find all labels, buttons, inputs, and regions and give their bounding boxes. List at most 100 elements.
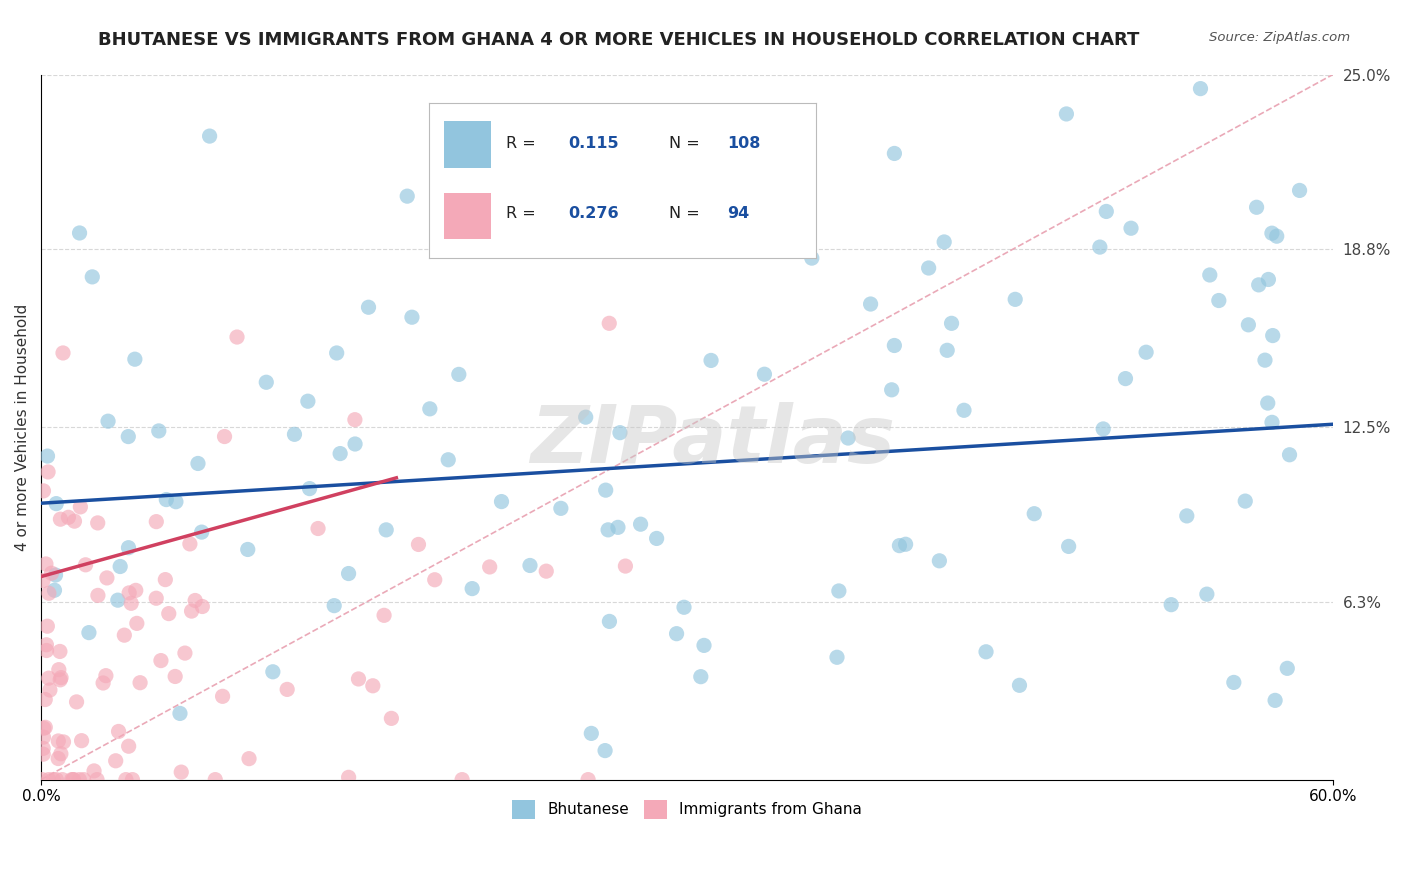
Point — [837, 431, 859, 445]
Point — [609, 425, 631, 440]
Point — [70, 733, 93, 747]
Point — [337, 770, 360, 784]
Point — [423, 573, 446, 587]
Point — [87, 516, 110, 530]
Point — [49, 673, 72, 687]
Point — [447, 368, 470, 382]
Point — [936, 343, 959, 358]
Point — [700, 353, 723, 368]
Point — [536, 564, 558, 578]
Point — [1004, 293, 1026, 307]
Point — [58, 510, 80, 524]
Point — [65, 695, 87, 709]
Point — [262, 665, 284, 679]
Point — [373, 608, 395, 623]
Text: BHUTANESE VS IMMIGRANTS FROM GHANA 4 OR MORE VEHICLES IN HOUSEHOLD CORRELATION C: BHUTANESE VS IMMIGRANTS FROM GHANA 4 OR … — [98, 31, 1140, 49]
Point — [226, 330, 249, 344]
Point — [1008, 678, 1031, 692]
Point — [672, 600, 695, 615]
Point — [44, 568, 66, 582]
Point — [1088, 240, 1111, 254]
Point — [41, 566, 63, 581]
Point — [880, 383, 903, 397]
Point — [63, 514, 86, 528]
Point — [593, 743, 616, 757]
Point — [62, 772, 84, 787]
Point — [157, 607, 180, 621]
Point — [155, 492, 177, 507]
Point — [1095, 204, 1118, 219]
Point — [69, 500, 91, 514]
Point — [1261, 415, 1284, 429]
Point — [550, 501, 572, 516]
Point — [37, 449, 59, 463]
Point — [118, 739, 141, 754]
Legend: Bhutanese, Immigrants from Ghana: Bhutanese, Immigrants from Ghana — [506, 794, 869, 825]
Point — [974, 645, 997, 659]
Point — [94, 668, 117, 682]
Point — [1092, 422, 1115, 436]
Point — [297, 394, 319, 409]
Point — [461, 582, 484, 596]
Point — [34, 720, 56, 734]
Point — [121, 772, 143, 787]
Point — [254, 376, 277, 390]
Point — [1247, 277, 1270, 292]
Point — [329, 446, 352, 460]
Y-axis label: 4 or more Vehicles in Household: 4 or more Vehicles in Household — [15, 303, 30, 550]
Point — [607, 520, 630, 534]
Point — [1024, 507, 1046, 521]
Point — [145, 591, 167, 606]
Point — [437, 452, 460, 467]
Point — [1265, 229, 1288, 244]
Point — [91, 676, 114, 690]
Point — [1160, 598, 1182, 612]
Point — [581, 726, 603, 740]
Point — [97, 414, 120, 428]
Point — [941, 316, 963, 330]
Point — [1237, 318, 1260, 332]
Point — [276, 682, 298, 697]
Point — [1288, 183, 1310, 197]
Point — [347, 672, 370, 686]
Point — [396, 189, 419, 203]
Point — [60, 772, 83, 787]
Point — [917, 260, 939, 275]
Point — [575, 410, 598, 425]
Point — [44, 583, 66, 598]
Point — [37, 619, 59, 633]
Point — [86, 772, 108, 787]
Point — [630, 517, 652, 532]
Point — [149, 654, 172, 668]
Point — [1198, 268, 1220, 282]
Point — [49, 671, 72, 685]
Point — [614, 559, 637, 574]
Point — [87, 588, 110, 602]
Point — [48, 663, 70, 677]
Point — [125, 616, 148, 631]
Point — [120, 596, 142, 610]
Point — [49, 747, 72, 761]
Point — [198, 129, 221, 144]
Point — [598, 316, 620, 330]
Point — [1195, 587, 1218, 601]
Point — [107, 593, 129, 607]
Point — [214, 429, 236, 443]
Point — [73, 772, 96, 787]
Point — [108, 559, 131, 574]
Point — [45, 772, 67, 787]
Point — [238, 751, 260, 765]
Point — [800, 251, 823, 265]
Point — [361, 679, 384, 693]
Point — [37, 465, 59, 479]
Point — [491, 494, 513, 508]
Point — [307, 521, 329, 535]
Point — [35, 638, 58, 652]
Point — [42, 772, 65, 787]
Point — [190, 525, 212, 540]
Point — [883, 146, 905, 161]
Point — [1278, 448, 1301, 462]
Point — [1223, 675, 1246, 690]
Point — [31, 772, 53, 787]
Point — [1264, 693, 1286, 707]
